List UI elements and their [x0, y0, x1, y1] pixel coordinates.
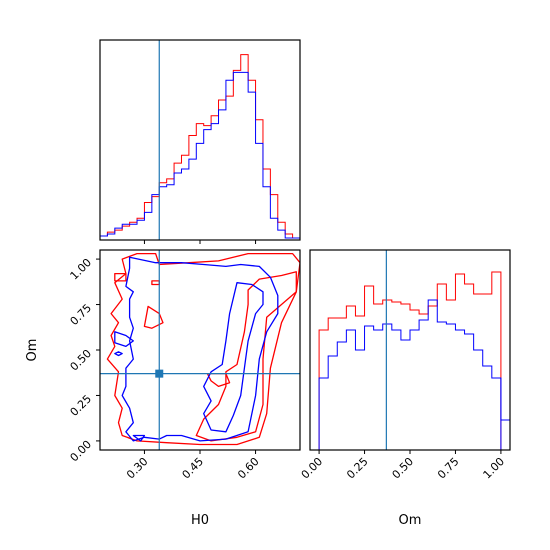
om-marginal-panel: 0.00 0.25 0.50 0.75 1.00 [299, 249, 511, 482]
om-x-tick-label-2: 0.50 [390, 455, 417, 482]
h0-tick-label-2: 0.60 [235, 455, 262, 482]
om-x-axis-label: Om [399, 513, 422, 528]
om-tick-label-2: 0.50 [68, 347, 95, 374]
om-x-tick-label-3: 0.75 [435, 455, 462, 482]
joint-truth-marker [155, 369, 164, 378]
om-histogram-series-1 [318, 299, 502, 450]
contour-4 [151, 280, 160, 286]
om-tick-label-4: 1.00 [68, 256, 95, 283]
h0-om-joint-panel: 0.30 0.45 0.60 0.00 0.25 0.50 0.75 1.00 [68, 249, 301, 482]
om-tick-label-0: 0.00 [68, 438, 95, 465]
h0-histogram-series-1 [100, 71, 300, 239]
h0-tick-label-1: 0.45 [180, 455, 207, 482]
h0-histogram-series-0 [100, 54, 300, 239]
om-histogram-series-0 [318, 271, 502, 450]
contour-7 [203, 282, 264, 433]
contour-2 [143, 305, 164, 329]
om-tick-label-1: 0.25 [68, 392, 95, 419]
h0-tick-label-0: 0.30 [124, 455, 151, 482]
contour-3 [114, 272, 127, 282]
contour-10 [132, 434, 146, 442]
contour-0 [106, 252, 300, 446]
h0-marginal-panel [99, 39, 301, 244]
om-tick-label-3: 0.75 [68, 301, 95, 328]
joint-frame [99, 249, 301, 451]
contour-layer [106, 252, 300, 446]
contour-1 [195, 271, 297, 442]
om-x-tick-label-4: 1.00 [481, 455, 508, 482]
contour-9 [114, 351, 123, 357]
contour-6 [121, 256, 279, 442]
om-histogram-tail [500, 378, 510, 421]
om-x-tick-label-0: 0.00 [299, 455, 326, 482]
h0-axis-label: H0 [191, 513, 209, 528]
om-axis-label: Om [25, 339, 40, 362]
om-x-tick-label-1: 0.25 [344, 455, 371, 482]
contour-8 [114, 331, 134, 348]
